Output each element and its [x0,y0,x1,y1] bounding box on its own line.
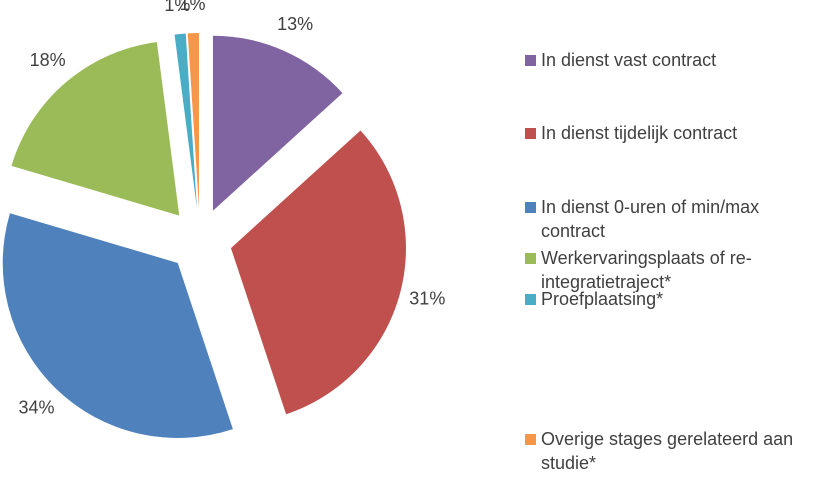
legend-swatch [525,202,536,213]
legend-swatch [525,294,536,305]
data-label: 34% [18,398,54,418]
pie-slice [187,33,199,209]
legend-item: Proefplaatsing* [525,287,825,311]
legend-label: In dienst vast contract [541,50,717,70]
data-label: 18% [30,50,66,70]
pie-area: 13% 31% 34% 18% 1%1% [2,0,445,438]
legend-label: Werkervaringsplaats of re-integratietraj… [541,248,752,292]
pie-slice [174,33,197,209]
data-label: 1% [179,0,205,14]
legend-swatch [525,128,536,139]
data-label: 31% [409,288,445,308]
legend-label: In dienst 0-uren of min/max contract [541,197,760,241]
pie-slice [212,35,343,211]
data-label: 13% [277,14,313,34]
legend-swatch [525,434,536,445]
legend-swatch [525,253,536,264]
legend-swatch [525,55,536,66]
legend-item: In dienst 0-uren of min/max contract [525,195,825,243]
legend-label: Proefplaatsing* [541,289,664,309]
pie-slice [2,213,233,438]
data-label: 1% [164,0,190,15]
pie-slice [11,42,180,216]
legend-label: In dienst tijdelijk contract [541,123,738,143]
legend-item: Overige stages gerelateerd aan studie* [525,427,825,475]
legend-label: Overige stages gerelateerd aan studie* [541,429,794,473]
legend-item: Werkervaringsplaats of re-integratietraj… [525,246,825,294]
pie-slice [230,130,406,415]
legend-item: In dienst tijdelijk contract [525,121,825,145]
legend-item: In dienst vast contract [525,48,825,72]
